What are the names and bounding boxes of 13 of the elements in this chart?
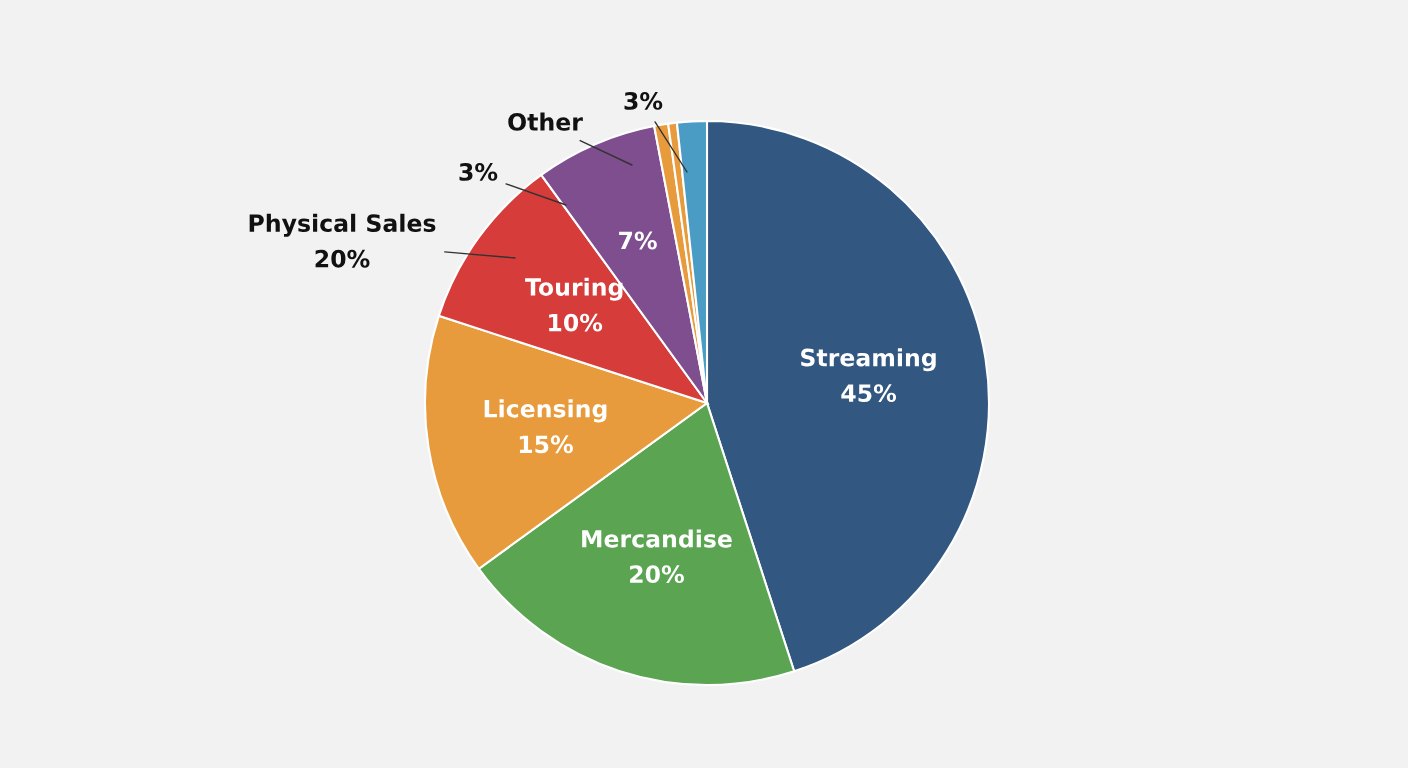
slice-label: Mercandise bbox=[582, 529, 732, 548]
data-label: 45% bbox=[841, 384, 897, 403]
data-label: 20% bbox=[630, 565, 684, 584]
data-label: 15% bbox=[519, 435, 573, 454]
data-label: 10% bbox=[549, 313, 603, 332]
data-label: 7% bbox=[619, 231, 657, 250]
slice-label: Licensing bbox=[484, 399, 607, 423]
text: 3% bbox=[624, 91, 663, 110]
slice-label: Touring bbox=[525, 277, 623, 301]
text: Other bbox=[508, 112, 583, 131]
text: 3% bbox=[459, 162, 498, 181]
slice-label: Streaming bbox=[801, 348, 936, 372]
text: Physical Sales 20% bbox=[249, 213, 436, 268]
